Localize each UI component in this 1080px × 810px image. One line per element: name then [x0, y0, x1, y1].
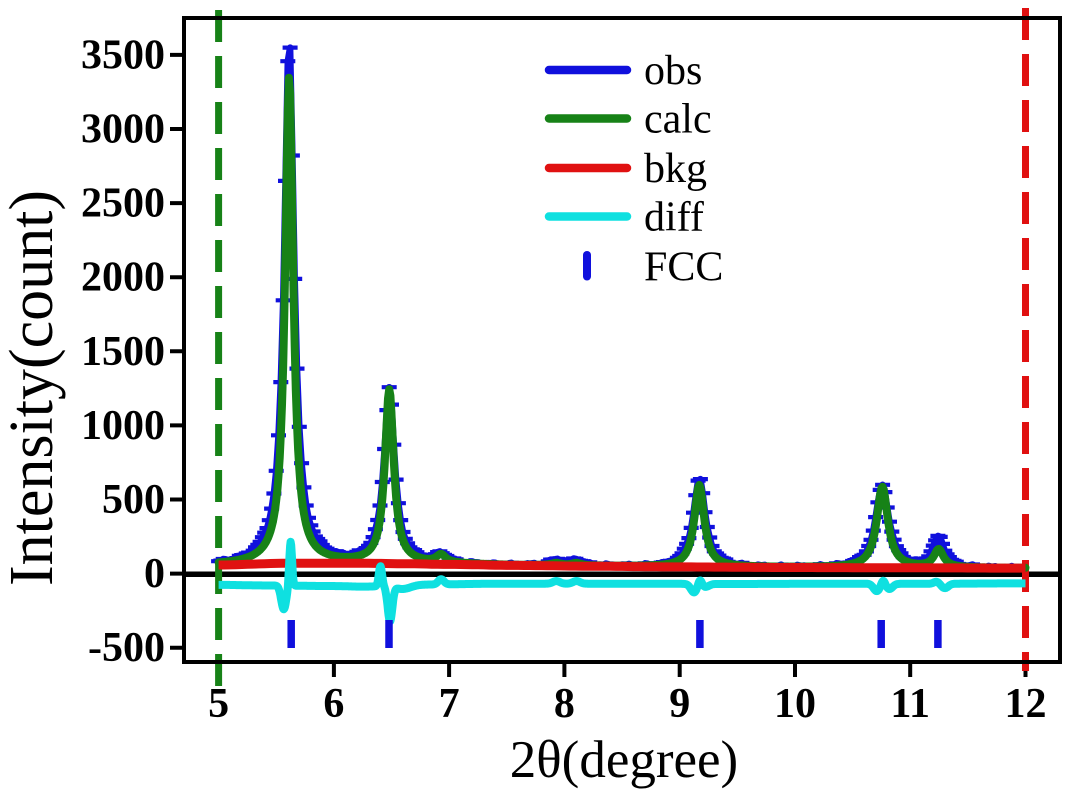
svg-text:3500: 3500: [81, 32, 165, 78]
svg-text:-500: -500: [88, 625, 165, 671]
svg-text:12: 12: [1005, 681, 1047, 727]
svg-text:Intensity(count): Intensity(count): [0, 190, 66, 586]
svg-text:11: 11: [890, 681, 930, 727]
svg-text:2θ(degree): 2θ(degree): [510, 731, 738, 789]
svg-text:6: 6: [323, 681, 344, 727]
svg-text:1500: 1500: [81, 329, 165, 375]
svg-text:2500: 2500: [81, 181, 165, 227]
svg-text:5: 5: [208, 681, 229, 727]
svg-text:1000: 1000: [81, 403, 165, 449]
svg-text:8: 8: [554, 681, 575, 727]
svg-text:FCC: FCC: [644, 245, 723, 291]
svg-text:0: 0: [144, 551, 165, 597]
svg-text:9: 9: [669, 681, 690, 727]
svg-text:2000: 2000: [81, 255, 165, 301]
svg-text:bkg: bkg: [644, 146, 707, 192]
svg-text:500: 500: [102, 477, 165, 523]
svg-text:calc: calc: [644, 97, 712, 143]
svg-text:diff: diff: [644, 195, 704, 241]
svg-text:obs: obs: [644, 48, 702, 94]
svg-text:7: 7: [439, 681, 460, 727]
svg-text:10: 10: [774, 681, 816, 727]
svg-text:3000: 3000: [81, 107, 165, 153]
